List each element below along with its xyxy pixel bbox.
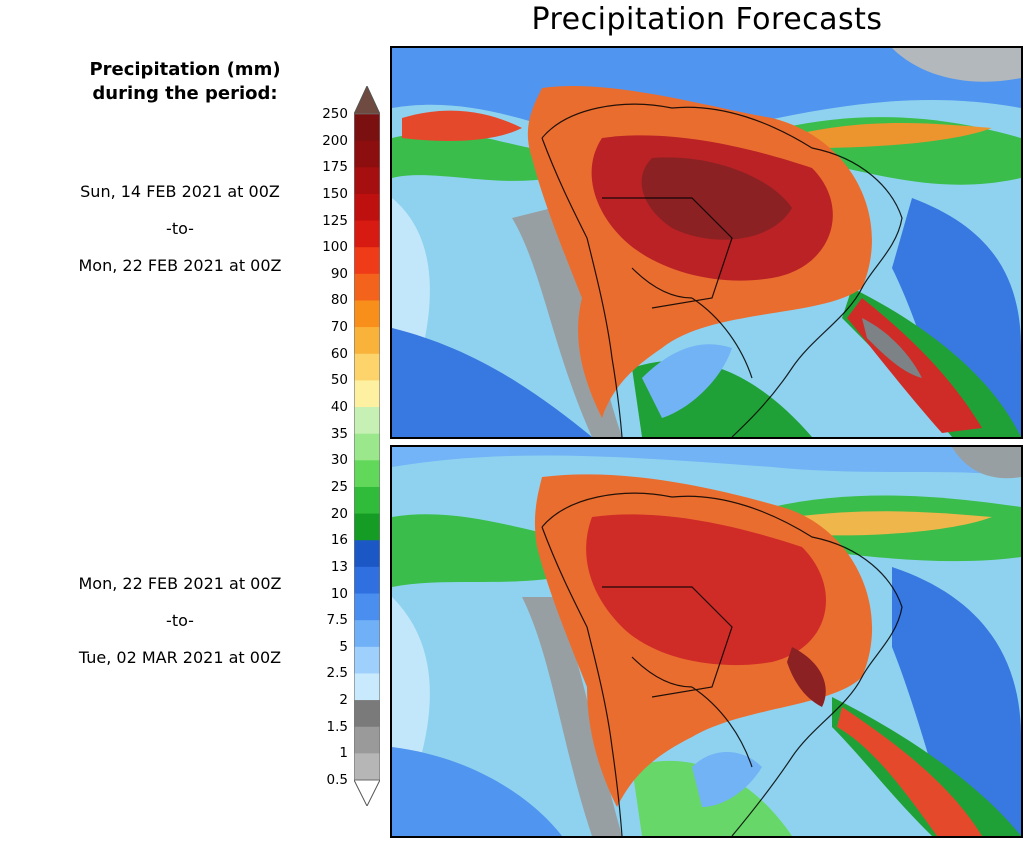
colorbar-tick-label: 1 xyxy=(339,745,348,762)
colorbar-tick-label: 16 xyxy=(330,532,348,549)
colorbar-tick-label: 100 xyxy=(322,239,348,256)
colorbar-tick-label: 7.5 xyxy=(326,612,348,629)
colorbar-cell-10 xyxy=(354,593,380,621)
colorbar-tick-label: 60 xyxy=(330,345,348,362)
colorbar-tick-label: 200 xyxy=(322,132,348,149)
colorbar-tick-label: 80 xyxy=(330,292,348,309)
legend-title: Precipitation (mm) during the period: xyxy=(40,58,330,106)
colorbar-cell-70 xyxy=(354,327,380,355)
colorbar-cell-5 xyxy=(354,646,380,674)
period-bottom-from: Mon, 22 FEB 2021 at 00Z xyxy=(78,574,282,593)
colorbar-cell-50 xyxy=(354,380,380,408)
colorbar-tick-label: 2 xyxy=(339,692,348,709)
colorbar-cell-90 xyxy=(354,273,380,301)
period-top-from: Sun, 14 FEB 2021 at 00Z xyxy=(80,182,280,201)
colorbar-tick-label: 50 xyxy=(330,372,348,389)
colorbar-tick-label: 90 xyxy=(330,265,348,282)
colorbar-cell-1 xyxy=(354,753,380,781)
legend-title-line1: Precipitation (mm) xyxy=(89,59,281,80)
colorbar-tick-label: 125 xyxy=(322,212,348,229)
colorbar-cell-60 xyxy=(354,353,380,381)
colorbar-cell-20 xyxy=(354,513,380,541)
period-bottom-label: Mon, 22 FEB 2021 at 00Z -to- Tue, 02 MAR… xyxy=(30,572,330,683)
forecast-map-week1 xyxy=(390,46,1023,439)
period-top-to: Mon, 22 FEB 2021 at 00Z xyxy=(78,256,282,275)
colorbar-tick-label: 30 xyxy=(330,452,348,469)
colorbar-tick-label: 20 xyxy=(330,505,348,522)
colorbar-cell-125 xyxy=(354,220,380,248)
colorbar-cell-30 xyxy=(354,460,380,488)
colorbar-tick-label: 150 xyxy=(322,185,348,202)
map-week2-graphic xyxy=(392,447,1021,836)
colorbar-cell-40 xyxy=(354,407,380,435)
colorbar-bottom-arrow xyxy=(354,779,380,806)
colorbar-cell-2.5 xyxy=(354,673,380,701)
colorbar-cell-150 xyxy=(354,193,380,222)
forecast-map-week2 xyxy=(390,445,1023,838)
period-bottom-to: Tue, 02 MAR 2021 at 00Z xyxy=(78,648,282,667)
colorbar-cell-1.5 xyxy=(354,726,380,754)
colorbar-cell-7.5 xyxy=(354,620,380,648)
colorbar-cell-100 xyxy=(354,247,380,275)
colorbar-cell-200 xyxy=(354,140,380,168)
colorbar-cell-13 xyxy=(354,566,380,595)
colorbar-tick-label: 35 xyxy=(330,425,348,442)
colorbar-tick-label: 2.5 xyxy=(326,665,348,682)
colorbar-cell-2 xyxy=(354,700,380,728)
colorbar-cell-250 xyxy=(354,114,380,142)
chart-title: Precipitation Forecasts xyxy=(531,2,883,37)
colorbar-tick-label: 0.5 xyxy=(326,772,348,788)
period-top-sep: -to- xyxy=(166,219,194,238)
colorbar-tick-label: 250 xyxy=(322,106,348,122)
colorbar-tick-label: 25 xyxy=(330,478,348,495)
colorbar-tick-label: 70 xyxy=(330,319,348,336)
colorbar-top-arrow xyxy=(354,86,380,115)
colorbar-tick-label: 10 xyxy=(330,585,348,602)
colorbar-tick-label: 13 xyxy=(330,558,348,575)
colorbar-tick-label: 1.5 xyxy=(326,718,348,735)
colorbar-cell-175 xyxy=(354,167,380,195)
colorbar-tick-label: 175 xyxy=(322,159,348,176)
precipitation-colorbar xyxy=(354,86,380,806)
colorbar-tick-label: 40 xyxy=(330,399,348,416)
colorbar-tick-label: 5 xyxy=(339,638,348,655)
period-bottom-sep: -to- xyxy=(166,611,194,630)
period-top-label: Sun, 14 FEB 2021 at 00Z -to- Mon, 22 FEB… xyxy=(30,180,330,291)
colorbar-cell-16 xyxy=(354,540,380,568)
colorbar-cell-25 xyxy=(354,486,380,515)
map-week1-graphic xyxy=(392,48,1021,437)
legend-title-line2: during the period: xyxy=(92,83,278,104)
colorbar-cell-35 xyxy=(354,433,380,461)
colorbar-cell-80 xyxy=(354,300,380,328)
